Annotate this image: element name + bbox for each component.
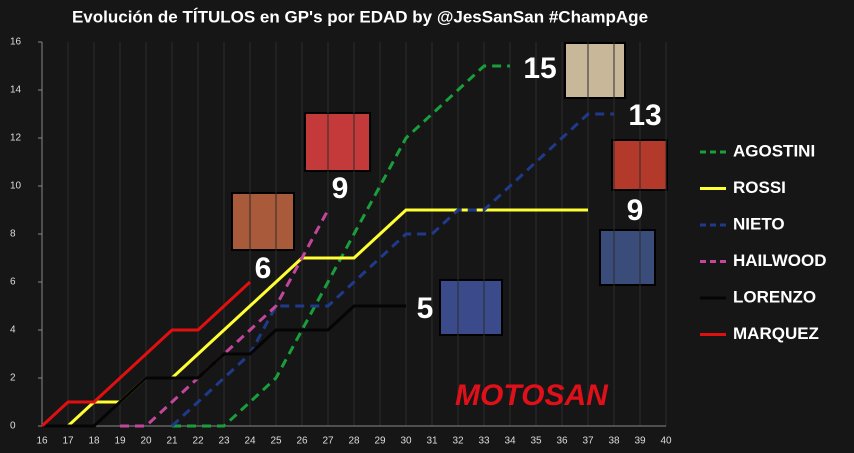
x-tick-label: 26 [296,436,308,447]
x-tick-label: 36 [556,436,568,447]
photo [599,229,656,286]
legend-label: NIETO [733,214,785,233]
x-tick-label: 40 [660,436,672,447]
series-line [42,304,406,428]
y-tick-label: 8 [10,229,16,240]
legend-label: HAILWOOD [733,251,827,270]
x-tick-label: 39 [634,436,646,447]
x-tick-label: 27 [322,436,334,447]
x-tick-label: 28 [348,436,360,447]
y-tick-label: 4 [10,325,16,336]
photo [231,192,295,251]
end-label: 13 [628,99,661,132]
x-tick-label: 34 [504,436,516,447]
x-tick-label: 21 [166,436,178,447]
photo [439,279,503,336]
series-line [170,112,614,428]
x-tick-label: 25 [270,436,282,447]
x-tick-label: 32 [452,436,464,447]
logo: MOTOSAN [455,379,609,412]
end-label: 6 [255,252,272,285]
x-tick-label: 22 [192,436,204,447]
legend-label: AGOSTINI [733,141,815,160]
x-tick-label: 38 [608,436,620,447]
x-tick-label: 35 [530,436,542,447]
x-tick-label: 17 [62,436,74,447]
chart-title: Evolución de TÍTULOS en GP's por EDAD by… [72,7,648,26]
x-tick-label: 18 [88,436,100,447]
end-label: 5 [417,292,434,325]
y-tick-label: 10 [10,181,22,192]
end-label: 15 [523,52,556,85]
end-label: 9 [332,172,349,205]
x-tick-label: 30 [400,436,412,447]
photo [564,42,626,99]
legend-label: ROSSI [733,178,786,197]
y-tick-label: 6 [10,277,16,288]
x-tick-label: 29 [374,436,386,447]
legend-label: LORENZO [733,287,816,306]
photos [231,42,668,336]
y-tick-label: 14 [10,85,22,96]
x-tick-label: 33 [478,436,490,447]
y-tick-label: 2 [10,373,16,384]
photo [304,112,371,172]
series-line [40,280,252,428]
x-tick-label: 16 [36,436,48,447]
series-line [120,209,330,428]
y-tick-label: 12 [10,133,22,144]
x-tick-label: 23 [218,436,230,447]
x-tick-label: 20 [140,436,152,447]
x-tick-label: 37 [582,436,594,447]
y-tick-label: 16 [10,37,22,48]
x-tick-label: 31 [426,436,438,447]
x-tick-label: 19 [114,436,126,447]
x-tick-label: 24 [244,436,256,447]
y-tick-label: 0 [10,421,16,432]
end-label: 9 [627,194,644,227]
legend-label: MARQUEZ [733,324,819,343]
